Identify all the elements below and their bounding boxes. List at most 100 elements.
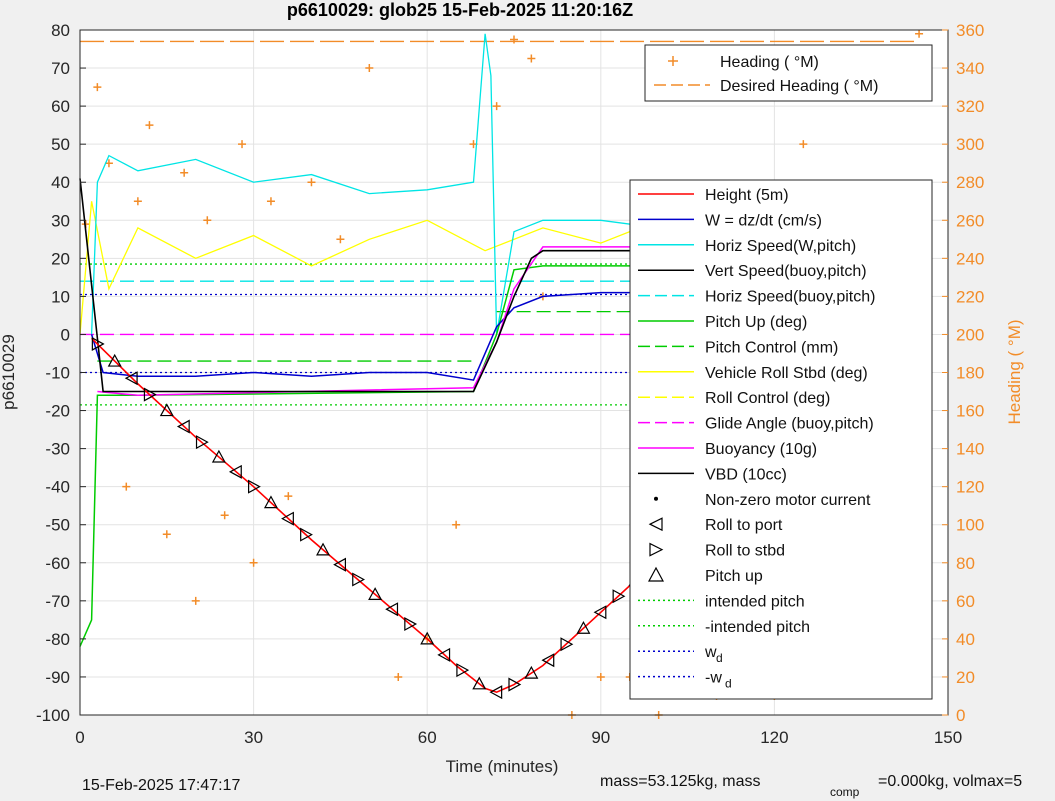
- timestamp-annotation: 15-Feb-2025 17:47:17: [82, 777, 240, 794]
- legend-label: w: [704, 644, 717, 661]
- legend-label: Desired Heading ( °M): [720, 78, 878, 95]
- y2-tick-label: 160: [956, 402, 984, 421]
- heading-point: [510, 35, 518, 44]
- footer-text: mass=53.125kg, mass: [600, 773, 761, 790]
- roll-marker: [612, 589, 626, 604]
- heading-point: [394, 672, 403, 681]
- footer-subscript: comp: [830, 785, 860, 799]
- roll-marker: [143, 387, 157, 402]
- y2-tick-label: 320: [956, 97, 984, 116]
- chart-title: p6610029: glob25 15-Feb-2025 11:20:16Z: [287, 0, 633, 20]
- heading-point: [452, 520, 461, 529]
- y-tick-label: -70: [45, 592, 70, 611]
- x-tick-label: 90: [591, 728, 610, 747]
- heading-point: [145, 121, 154, 130]
- roll-marker: [263, 495, 278, 509]
- y-tick-label: -20: [45, 402, 70, 421]
- legend-label: intended pitch: [705, 593, 805, 610]
- heading-legend: Heading ( °M) Desired Heading ( °M): [644, 44, 933, 102]
- roll-marker: [91, 336, 105, 351]
- heading-point: [266, 197, 275, 206]
- legend-marker-dot: [654, 496, 658, 501]
- heading-point: [365, 64, 374, 73]
- y2-tick-label: 120: [956, 478, 984, 497]
- roll-marker: [333, 557, 346, 572]
- roll-marker: [560, 637, 574, 652]
- roll-marker: [472, 676, 487, 690]
- legend-label: Glide Angle (buoy,pitch): [705, 416, 874, 433]
- legend-label: -w: [705, 670, 722, 687]
- roll-marker: [124, 371, 138, 386]
- roll-marker: [352, 572, 366, 587]
- heading-point: [249, 558, 258, 567]
- y2-tick-label: 180: [956, 364, 984, 383]
- y2-tick-label: 100: [956, 516, 984, 535]
- heading-legend-box: [644, 44, 933, 102]
- main-legend-box: [629, 179, 933, 700]
- roll-marker: [385, 602, 399, 617]
- roll-marker: [576, 620, 591, 634]
- legend-label: Horiz Speed(W,pitch): [705, 238, 856, 255]
- legend-marker-tri-left: [648, 517, 663, 532]
- legends: Heading ( °M) Desired Heading ( °M) Height…: [629, 44, 933, 700]
- y2-axis-label: Heading ( °M): [1005, 319, 1024, 424]
- y2-tick-label: 340: [956, 59, 984, 78]
- roll-marker: [508, 677, 522, 692]
- heading-point: [799, 140, 808, 149]
- y-tick-label: 20: [51, 249, 70, 268]
- axes: 0 30 60 90 120 150-100-90-80-70-60-50-40-30-2…: [36, 21, 984, 747]
- y-tick-label: 80: [51, 21, 70, 40]
- y-tick-label: -100: [36, 706, 70, 725]
- legend-label: Horiz Speed(buoy,pitch): [705, 289, 875, 306]
- heading-point: [915, 29, 924, 38]
- x-tick-label: 60: [418, 728, 437, 747]
- y-tick-label: 10: [51, 287, 70, 306]
- roll-marker: [316, 542, 331, 556]
- heading-point: [596, 672, 605, 681]
- heading-point: [133, 197, 142, 206]
- heading-point: [180, 168, 189, 177]
- legend-label: Roll Control (deg): [705, 390, 830, 407]
- y-tick-label: 50: [51, 135, 70, 154]
- y-tick-label: 0: [61, 325, 70, 344]
- roll-marker: [159, 403, 174, 417]
- x-tick-label: 30: [244, 728, 263, 747]
- roll-marker: [437, 647, 451, 662]
- legend-label: W = dz/dt (cm/s): [705, 212, 822, 229]
- y-tick-label: -30: [45, 440, 70, 459]
- legend-marker-tri-right: [649, 542, 664, 557]
- heading-point: [162, 530, 171, 539]
- y2-tick-label: 300: [956, 135, 984, 154]
- roll-marker: [248, 479, 261, 494]
- legend-label: Roll to stbd: [705, 543, 785, 560]
- y2-tick-label: 40: [956, 630, 975, 649]
- y2-tick-label: 260: [956, 211, 984, 230]
- legend-marker-plus: [668, 56, 678, 66]
- legend-label: VBD (10cc): [705, 466, 787, 483]
- y2-tick-label: 360: [956, 21, 984, 40]
- roll-marker: [456, 663, 470, 678]
- roll-marker: [541, 653, 555, 668]
- heading-point: [203, 216, 212, 225]
- legend-label: Vert Speed(buoy,pitch): [705, 263, 867, 280]
- y-tick-label: 60: [51, 97, 70, 116]
- y-tick-label: -90: [45, 668, 70, 687]
- y2-tick-label: 240: [956, 249, 984, 268]
- y-tick-label: 70: [51, 59, 70, 78]
- heading-point: [336, 235, 345, 244]
- legend-label: Pitch Up (deg): [705, 314, 807, 331]
- legend-label: Non-zero motor current: [705, 492, 871, 509]
- legend-label: Vehicle Roll Stbd (deg): [705, 365, 868, 382]
- y2-tick-label: 200: [956, 325, 984, 344]
- y2-tick-label: 20: [956, 668, 975, 687]
- legend-label: -intended pitch: [705, 619, 810, 636]
- y2-tick-label: 60: [956, 592, 975, 611]
- x-tick-label: 120: [760, 728, 788, 747]
- roll-marker: [593, 605, 607, 620]
- y-tick-label: 30: [51, 211, 70, 230]
- roll-marker: [195, 435, 209, 450]
- legend-marker-tri-up: [647, 566, 665, 582]
- heading-point: [492, 102, 501, 111]
- x-tick-label: 0: [75, 728, 84, 747]
